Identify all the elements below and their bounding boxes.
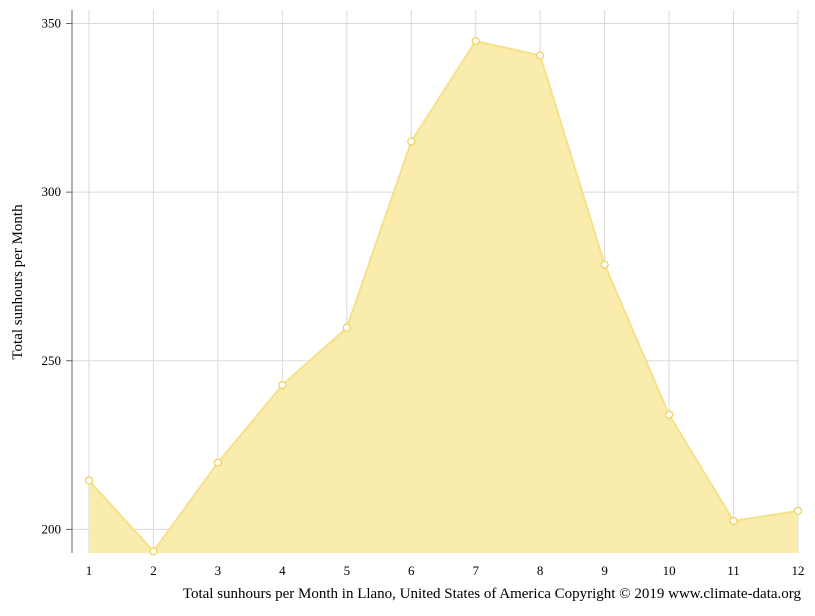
x-tick-label: 9 [601, 563, 608, 578]
y-axis-title: Total sunhours per Month [10, 204, 26, 360]
data-point [278, 380, 287, 390]
y-tick-label: 200 [42, 521, 62, 536]
data-point [664, 410, 674, 419]
x-tick-label: 4 [279, 563, 286, 578]
data-point [729, 516, 738, 526]
x-tick-label: 12 [792, 563, 805, 578]
x-tick-label: 1 [86, 563, 93, 578]
data-point [600, 260, 609, 269]
y-tick-label: 300 [42, 184, 62, 199]
axis-layer [66, 10, 73, 553]
x-tick-label: 5 [344, 563, 351, 578]
x-tick-label: 2 [150, 563, 157, 578]
y-tick-label: 250 [42, 353, 62, 368]
y-tick-label: 350 [42, 15, 62, 30]
data-point [213, 458, 223, 467]
data-point [536, 51, 545, 60]
x-tick-label: 8 [537, 563, 544, 578]
marker-layer [84, 36, 803, 556]
area-fill [89, 41, 798, 554]
data-point [149, 547, 158, 556]
data-point [84, 476, 94, 485]
label-layer: Total sunhours per Month Total sunhours … [10, 15, 805, 602]
x-tick-label: 11 [727, 563, 740, 578]
data-point [793, 506, 803, 515]
x-tick-label: 3 [215, 563, 222, 578]
series-line [88, 39, 799, 553]
chart-caption: Total sunhours per Month in Llano, Unite… [183, 586, 802, 602]
data-point [342, 323, 351, 332]
data-point [471, 36, 480, 46]
x-tick-label: 7 [472, 563, 479, 578]
data-point [407, 137, 416, 146]
x-tick-label: 10 [663, 563, 676, 578]
area-layer [88, 39, 799, 554]
x-tick-label: 6 [408, 563, 415, 578]
